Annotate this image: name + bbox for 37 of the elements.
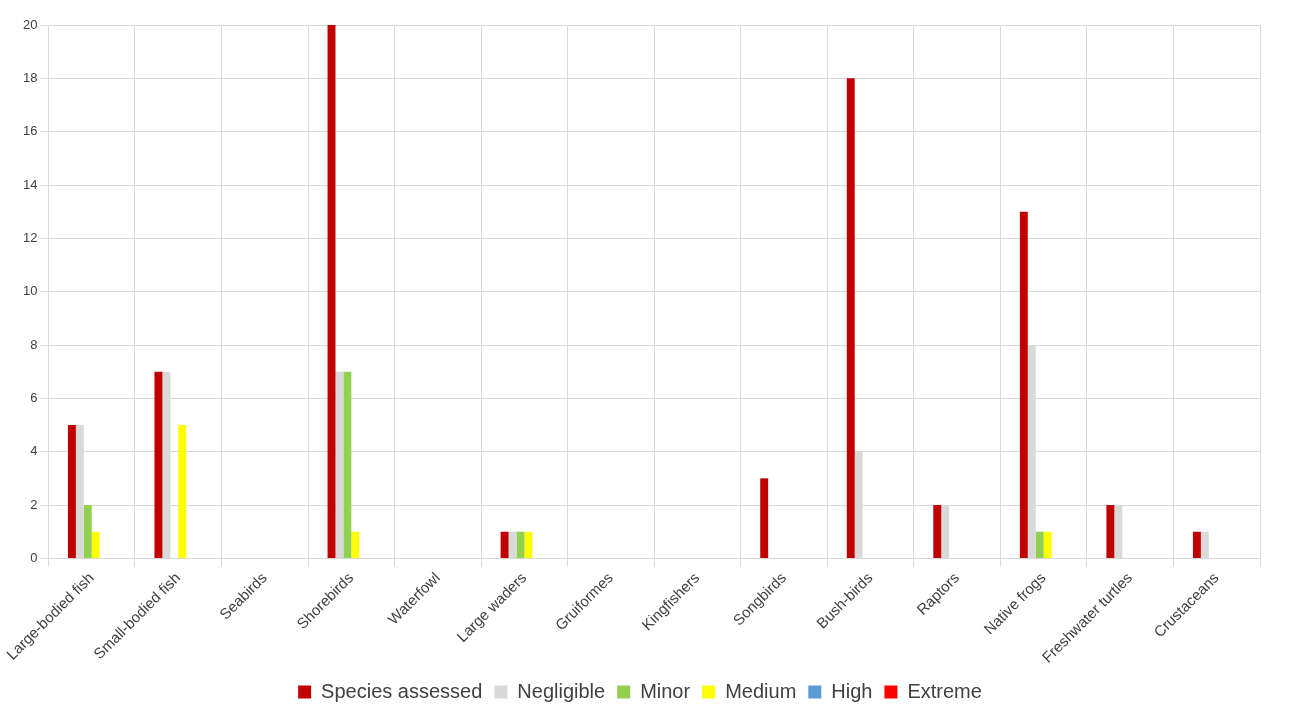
bar (933, 505, 942, 558)
y-tick-label: 12 (22, 229, 38, 245)
bar (1200, 531, 1209, 558)
y-tick-label: 16 (22, 123, 38, 139)
y-tick-label: 18 (22, 69, 38, 85)
y-tick-label: 2 (30, 496, 38, 512)
y-tick-label: 0 (30, 549, 38, 565)
legend-label: Minor (640, 679, 691, 702)
bar (91, 531, 100, 558)
bar (67, 425, 76, 558)
bar (846, 78, 855, 558)
bar (351, 531, 360, 558)
bar (178, 425, 187, 558)
y-tick-label: 20 (22, 16, 38, 32)
bar (154, 371, 163, 558)
bar (1019, 211, 1028, 558)
bar (524, 531, 533, 558)
bar (1192, 531, 1201, 558)
bar (516, 531, 525, 558)
legend-label: Negligible (517, 679, 606, 702)
bar (500, 531, 509, 558)
legend-label: Species assessed (321, 679, 483, 702)
legend-label: Medium (725, 679, 797, 702)
y-tick-label: 6 (30, 389, 38, 405)
y-tick-label: 10 (22, 283, 38, 299)
bar (343, 371, 352, 558)
y-tick-label: 14 (22, 176, 38, 192)
bar (1106, 505, 1115, 558)
legend-label: Extreme (907, 679, 982, 702)
bar (1043, 531, 1052, 558)
y-tick-label: 8 (30, 336, 38, 352)
bar (83, 505, 92, 558)
bar (760, 478, 769, 558)
y-tick-label: 4 (30, 443, 38, 459)
legend-label: High (831, 679, 873, 702)
bar (335, 371, 344, 558)
bar (1035, 531, 1044, 558)
